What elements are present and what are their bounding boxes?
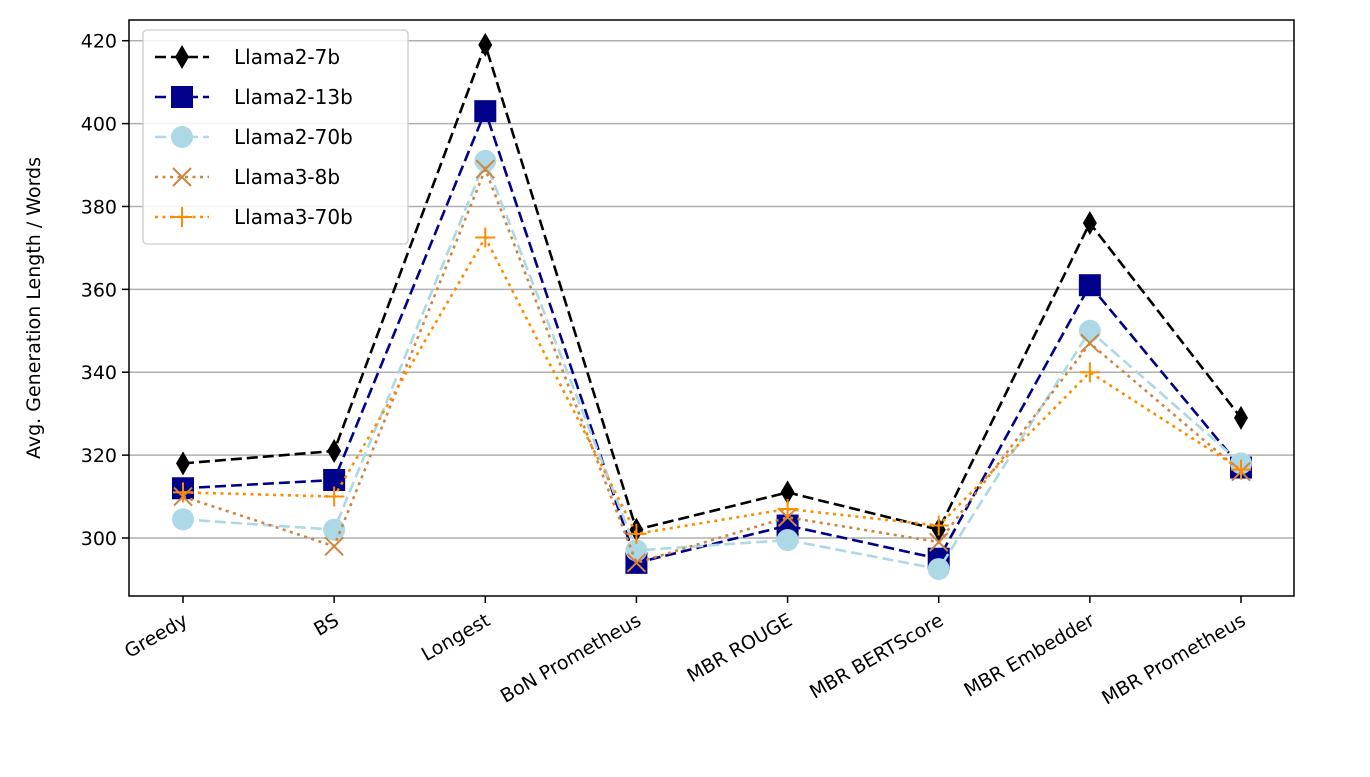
plot-frame <box>128 19 1295 597</box>
y-axis-label: Avg. Generation Length / Words <box>23 157 45 459</box>
legend: Llama2-7b Llama2-13b Llama2-70b Llama3-8b Ll… <box>142 29 409 245</box>
data-point <box>323 518 346 541</box>
data-point <box>1231 459 1251 480</box>
y-tick-label: 400 <box>81 114 117 136</box>
data-point <box>1080 333 1100 353</box>
data-point <box>1078 319 1101 342</box>
legend-item: Llama2-13b <box>155 85 353 109</box>
legend-item: Llama2-7b <box>155 45 340 69</box>
series-line <box>182 234 1242 536</box>
y-tick-label: 340 <box>81 362 117 384</box>
legend-box <box>142 29 409 245</box>
series-line <box>182 165 1242 565</box>
data-point <box>327 438 342 463</box>
data-point <box>478 32 493 57</box>
data-point <box>323 468 346 491</box>
series-line <box>182 157 1242 571</box>
data-point <box>626 553 647 573</box>
y-tick-label: 320 <box>81 445 117 467</box>
legend-label: Llama2-13b <box>234 85 353 109</box>
y-tick-label: 420 <box>81 31 117 53</box>
y-tick-label: 380 <box>81 196 117 218</box>
data-point <box>780 480 795 505</box>
data-point <box>474 100 497 123</box>
legend-item: Llama3-70b <box>155 205 353 229</box>
data-point <box>173 482 193 503</box>
data-point <box>1078 274 1101 297</box>
data-point <box>927 558 950 581</box>
legend-marker <box>171 86 193 108</box>
data-point <box>776 529 799 552</box>
data-point <box>474 149 497 172</box>
data-point <box>1079 362 1100 383</box>
y-tick-label: 300 <box>81 528 117 550</box>
legend-label: Llama2-7b <box>234 45 340 69</box>
data-point <box>929 532 949 552</box>
series-llama3-70b <box>173 227 1251 544</box>
data-point <box>777 498 798 519</box>
series-layer <box>172 32 1252 581</box>
legend-marker <box>172 167 192 187</box>
data-point <box>324 486 345 507</box>
legend-label: Llama2-70b <box>234 125 353 149</box>
series-line <box>182 40 1243 532</box>
data-point <box>475 227 496 248</box>
y-tick-label: 360 <box>81 279 117 301</box>
legend-item: Llama2-70b <box>155 125 353 149</box>
data-point <box>324 536 344 556</box>
data-point <box>475 159 495 179</box>
data-point <box>626 523 647 544</box>
legend-marker <box>175 45 189 69</box>
legend-label: Llama3-70b <box>234 205 353 229</box>
legend-label: Llama3-8b <box>234 165 340 189</box>
legend-item: Llama3-8b <box>155 165 340 189</box>
legend-marker <box>172 207 192 227</box>
series-llama2-7b <box>176 32 1248 542</box>
grid-layer <box>129 39 1294 539</box>
data-point <box>172 508 194 531</box>
data-point <box>1082 211 1097 236</box>
legend-marker <box>171 126 193 148</box>
data-point <box>176 451 190 476</box>
data-point <box>928 515 949 536</box>
series-llama2-70b <box>172 149 1252 581</box>
data-point <box>1234 405 1248 430</box>
